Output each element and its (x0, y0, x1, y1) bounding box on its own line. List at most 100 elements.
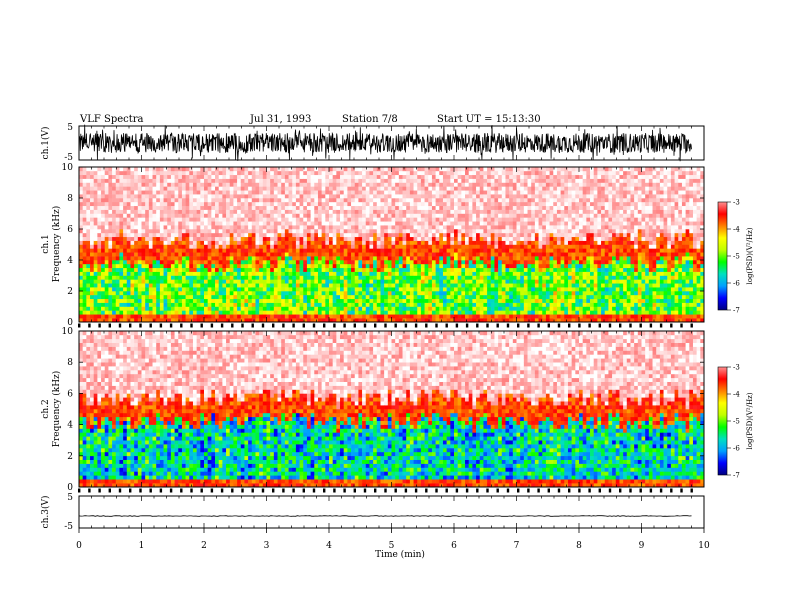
spectrogram-cell (108, 298, 113, 303)
spectrogram-cell (523, 190, 528, 195)
spectrogram-cell (251, 190, 256, 195)
spectrogram-cell (498, 198, 503, 203)
spectrogram-cell (413, 205, 418, 210)
spectrogram-cell (494, 275, 499, 280)
spectrogram-cell (181, 275, 186, 280)
spectrogram-cell (262, 178, 267, 183)
spectrogram-cell (384, 256, 389, 261)
spectrogram-cell (145, 279, 150, 284)
spectrogram-cell (454, 217, 458, 222)
spectrogram-cell (204, 240, 208, 245)
spectrogram-cell (134, 260, 139, 265)
spectrogram-cell (373, 190, 378, 195)
spectrogram-cell (340, 221, 345, 226)
spectrogram-cell (457, 294, 462, 300)
spectrogram-cell (97, 283, 102, 288)
spectrogram-cell (351, 294, 356, 300)
spectrogram-cell (424, 314, 429, 319)
spectrogram-cell (178, 217, 183, 222)
spectrogram-cell (123, 318, 128, 323)
spectrogram-cell (145, 252, 150, 257)
spectrogram-cell (192, 248, 197, 253)
spectrogram-cell (259, 178, 264, 183)
spectrogram-cell (343, 252, 348, 257)
spectrogram-cell (505, 170, 510, 176)
spectrogram-cell (310, 252, 315, 257)
spectrogram-cell (450, 244, 455, 249)
spectrogram-cell (395, 267, 400, 272)
spectrogram-cell (417, 194, 422, 199)
spectrogram-cell (314, 217, 319, 222)
spectrogram-cell (362, 256, 367, 261)
spectrogram-cell (365, 302, 370, 307)
spectrogram-cell (104, 213, 109, 218)
spectrogram-cell (170, 190, 175, 195)
spectrogram-cell (240, 275, 245, 280)
spectrogram-cell (97, 174, 102, 179)
spectrogram-cell (119, 167, 124, 172)
spectrogram-cell (531, 217, 536, 222)
spectrogram-cell (303, 221, 308, 226)
spectrogram-cell (336, 194, 341, 199)
spectrogram-cell (115, 201, 120, 207)
spectrogram-cell (531, 225, 536, 230)
spectrogram-cell (516, 186, 521, 191)
spectrogram-cell (523, 198, 528, 203)
spectrogram-cell (505, 232, 510, 238)
spectrogram-cell (211, 310, 216, 315)
spectrogram-cell (248, 240, 253, 245)
spectrogram-cell (417, 201, 422, 207)
spectrogram-cell (115, 182, 120, 187)
spectrogram-cell (358, 174, 363, 179)
spectrogram-cell (163, 260, 168, 265)
spectrogram-cell (167, 198, 172, 203)
spectrogram-cell (347, 240, 352, 245)
spectrogram-cell (457, 201, 462, 207)
spectrogram-cell (527, 240, 532, 245)
spectrogram-cell (237, 167, 242, 172)
spectrogram-cell (321, 225, 326, 230)
spectrogram-cell (406, 298, 411, 303)
spectrogram-cell (97, 229, 102, 234)
spectrogram-cell (244, 271, 249, 276)
spectrogram-cell (310, 287, 315, 292)
spectrogram-cell (461, 221, 466, 226)
spectrogram-cell (237, 221, 242, 226)
spectrogram-cell (229, 275, 234, 280)
spectrogram-cell (167, 256, 172, 261)
spectrogram-cell (314, 186, 319, 191)
spectrogram-cell (192, 260, 197, 265)
spectrogram-cell (292, 314, 297, 319)
spectrogram-cell (170, 240, 175, 245)
spectrogram-cell (284, 201, 289, 207)
spectrogram-cell (189, 256, 194, 261)
spectrogram-cell (207, 310, 212, 315)
spectrogram-cell (240, 298, 245, 303)
spectrogram-cell (226, 225, 231, 230)
spectrogram-cell (266, 271, 271, 276)
spectrogram-cell (93, 244, 98, 249)
spectrogram-cell (395, 225, 400, 230)
spectrogram-cell (376, 236, 381, 241)
spectrogram-cell (523, 201, 528, 207)
spectrogram-cell (295, 291, 300, 296)
spectrogram-cell (468, 198, 473, 203)
spectrogram-cell (108, 182, 113, 187)
spectrogram-cell (101, 182, 106, 187)
spectrogram-cell (295, 213, 300, 218)
spectrogram-cell (167, 244, 172, 249)
spectrogram-cell (156, 279, 161, 284)
spectrogram-cell (192, 209, 197, 214)
spectrogram-cell (163, 287, 168, 292)
ch1-spectrogram-cells (79, 167, 705, 323)
spectrogram-cell (387, 267, 392, 272)
spectrogram-cell (428, 240, 433, 245)
spectrogram-cell (251, 205, 256, 210)
spectrogram-cell (454, 314, 458, 319)
spectrogram-cell (347, 167, 352, 172)
spectrogram-cell (259, 283, 264, 288)
spectrogram-cell (134, 182, 139, 187)
spectrogram-cell (130, 170, 135, 176)
spectrogram-cell (362, 209, 367, 214)
spectrogram-cell (255, 248, 260, 253)
